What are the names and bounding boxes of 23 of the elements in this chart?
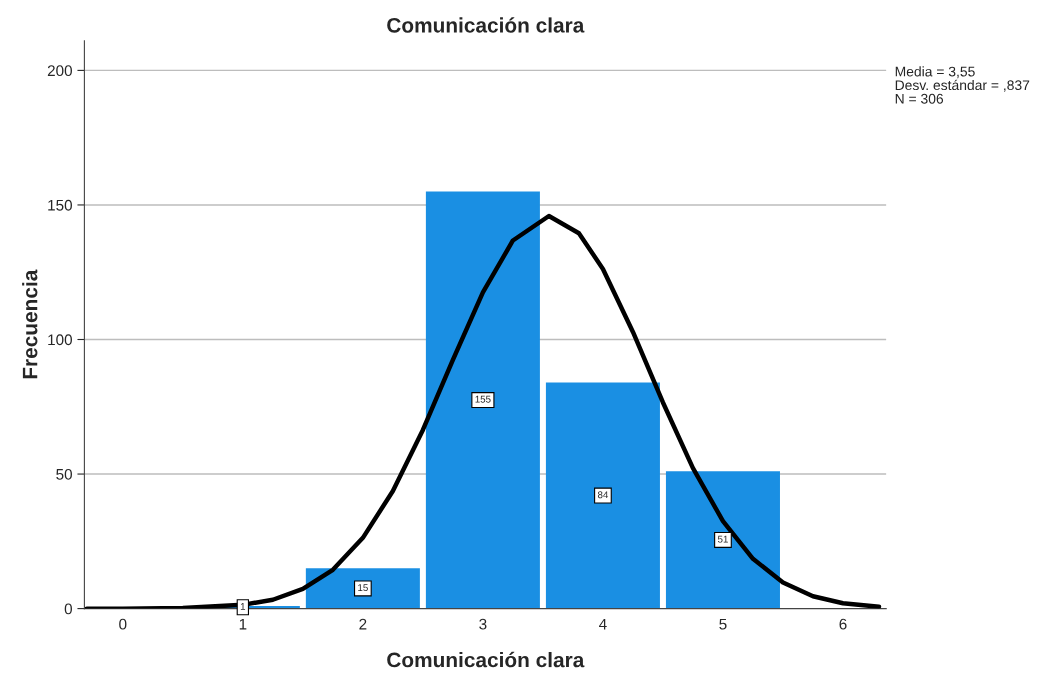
x-tick-label: 0: [119, 618, 127, 630]
x-tick-label: 2: [359, 618, 367, 630]
chart-title: Comunicación clara: [387, 17, 585, 33]
data-label: 1: [240, 603, 246, 610]
y-axis-title: Frecuencia: [22, 269, 38, 379]
data-label: 51: [717, 535, 728, 543]
x-tick-label: 6: [839, 618, 847, 630]
y-tick-label: 50: [56, 468, 72, 480]
data-label: 15: [358, 584, 368, 592]
x-tick-label: 4: [599, 618, 607, 630]
data-label: 84: [597, 491, 609, 499]
y-tick-label: 200: [47, 65, 72, 77]
y-tick-label: 0: [64, 603, 72, 615]
text: Media = 3,55: [895, 66, 975, 79]
text: Desv. estándar = ,837: [895, 79, 1030, 92]
data-label: 155: [475, 395, 491, 403]
y-tick-label: 150: [48, 199, 72, 211]
x-tick-label: 5: [719, 618, 727, 630]
x-tick-label: 1: [239, 618, 247, 630]
x-axis-title: Comunicación clara: [387, 651, 585, 668]
x-tick-label: 3: [479, 618, 487, 630]
y-tick-label: 100: [48, 334, 72, 346]
text: N = 306: [895, 93, 944, 104]
